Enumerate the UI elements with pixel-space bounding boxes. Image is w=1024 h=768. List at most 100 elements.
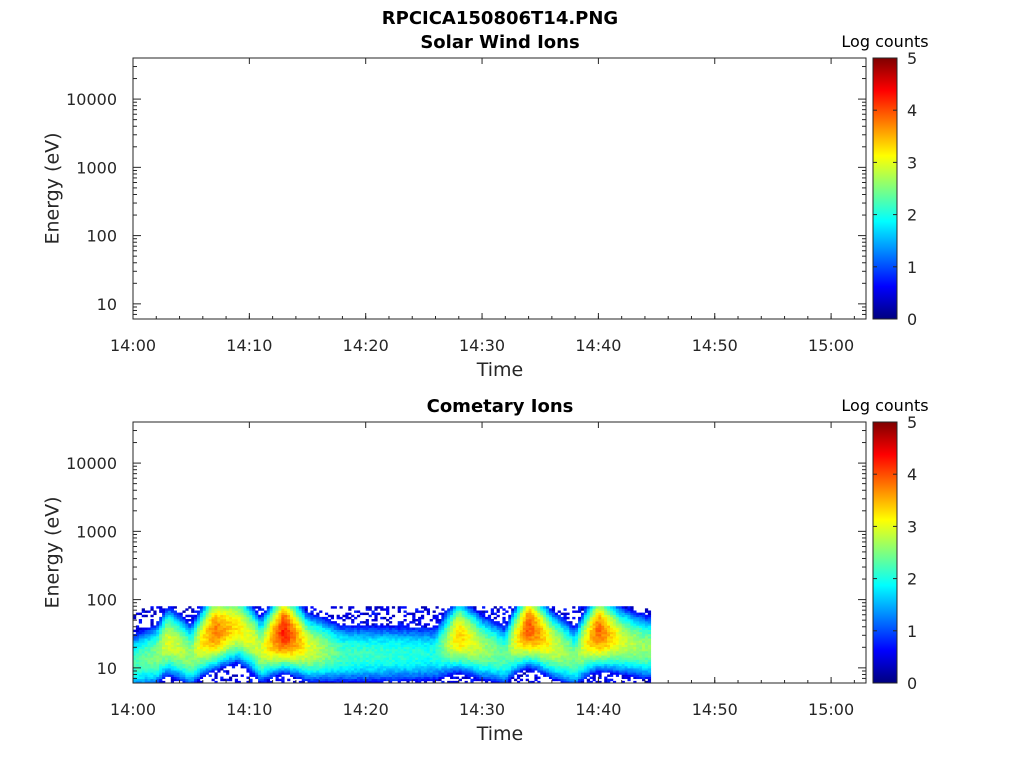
spectrogram-cell [388,642,393,645]
spectrogram-cell [188,674,192,677]
spectrogram-cell [450,646,454,650]
spectrogram-cell [194,638,198,641]
spectrogram-cell [162,610,166,613]
spectrogram-cell [316,680,320,684]
spectrogram-cell [223,657,227,660]
spectrogram-cell [278,625,282,628]
spectrogram-cell [165,672,169,675]
spectrogram-cell [214,651,218,654]
spectrogram-cell [292,653,297,656]
spectrogram-cell [237,619,241,622]
spectrogram-cell [400,672,404,675]
spectrogram-cell [470,633,474,637]
spectrogram-cell [406,648,410,652]
spectrogram-cell [438,642,442,645]
spectrogram-cell [240,642,244,645]
spectrogram-cell [450,665,454,669]
spectrogram-cell [269,663,273,667]
spectrogram-cell [228,657,233,660]
spectrogram-cell [322,644,326,648]
spectrogram-cell [484,676,489,680]
spectrogram-cell [374,674,378,677]
spectrogram-cell [208,625,212,628]
spectrogram-cell [176,646,180,650]
spectrogram-cell [406,644,410,648]
spectrogram-cell [516,651,521,654]
spectrogram-cell [514,629,518,633]
spectrogram-cell [348,672,352,675]
spectrogram-cell [528,668,532,671]
spectrogram-cell [165,665,169,669]
spectrogram-cell [231,655,236,658]
spectrogram-cell [531,612,535,616]
spectrogram-cell [205,612,209,616]
spectrogram-cell [418,663,422,667]
spectrogram-cell [153,665,157,669]
spectrogram-cell [162,636,166,639]
spectrogram-cell [418,621,422,624]
spectrogram-cell [196,629,201,633]
spectrogram-cell [298,651,303,654]
spectrogram-cell [336,638,340,641]
spectrogram-cell [249,644,253,648]
spectrogram-cell [272,672,276,675]
spectrogram-cell [138,612,143,616]
spectrogram-cell [165,616,169,620]
spectrogram-cell [534,638,538,641]
spectrogram-cell [220,663,224,667]
spectrogram-cell [269,612,273,616]
spectrogram-cell [133,642,137,645]
spectrogram-cell [333,680,337,684]
spectrogram-cell [441,612,445,616]
spectrogram-cell [188,659,192,662]
spectrogram-cell [211,640,215,643]
spectrogram-cell [295,636,300,639]
spectrogram-cell [391,648,396,652]
spectrogram-cell [173,625,177,628]
spectrogram-cell [388,646,393,650]
spectrogram-cell [304,606,308,609]
spectrogram-cell [490,657,494,660]
spectrogram-cell [133,629,137,633]
spectrogram-cell [548,619,553,622]
spectrogram-cell [377,625,381,628]
spectrogram-cell [455,619,460,622]
spectrogram-cell [324,672,329,675]
spectrogram-cell [165,623,169,626]
spectrogram-cell [167,663,172,667]
spectrogram-cell [324,627,329,630]
spectrogram-cell [313,678,317,682]
spectrogram-cell [196,678,201,682]
spectrogram-cell [348,638,352,641]
spectrogram-cell [519,612,524,616]
spectrogram-cell [231,619,236,622]
spectrogram-cell [447,644,451,648]
spectrogram-cell [313,631,317,635]
spectrogram-cell [281,608,285,611]
spectrogram-cell [354,610,358,613]
spectrogram-cell [560,623,564,626]
spectrogram-cell [487,655,492,658]
spectrogram-cell [263,633,268,637]
spectrogram-cell [380,642,384,645]
spectrogram-cell [490,642,494,645]
spectrogram-cell [482,668,486,671]
spectrogram-cell [191,638,195,641]
spectrogram-cell [554,642,558,645]
spectrogram-cell [403,638,407,641]
spectrogram-cell [557,678,561,682]
spectrogram-cell [554,638,558,641]
spectrogram-cell [147,629,151,633]
spectrogram-cell [223,625,227,628]
spectrogram-cell [537,680,541,684]
spectrogram-cell [249,621,253,624]
spectrogram-cell [263,642,268,645]
spectrogram-cell [324,670,329,673]
spectrogram-cell [275,621,279,624]
spectrogram-cell [537,633,541,637]
spectrogram-cell [342,665,346,669]
spectrogram-cell [278,642,282,645]
spectrogram-cell [426,627,430,630]
spectrogram-cell [412,629,416,633]
spectrogram-cell [322,668,326,671]
